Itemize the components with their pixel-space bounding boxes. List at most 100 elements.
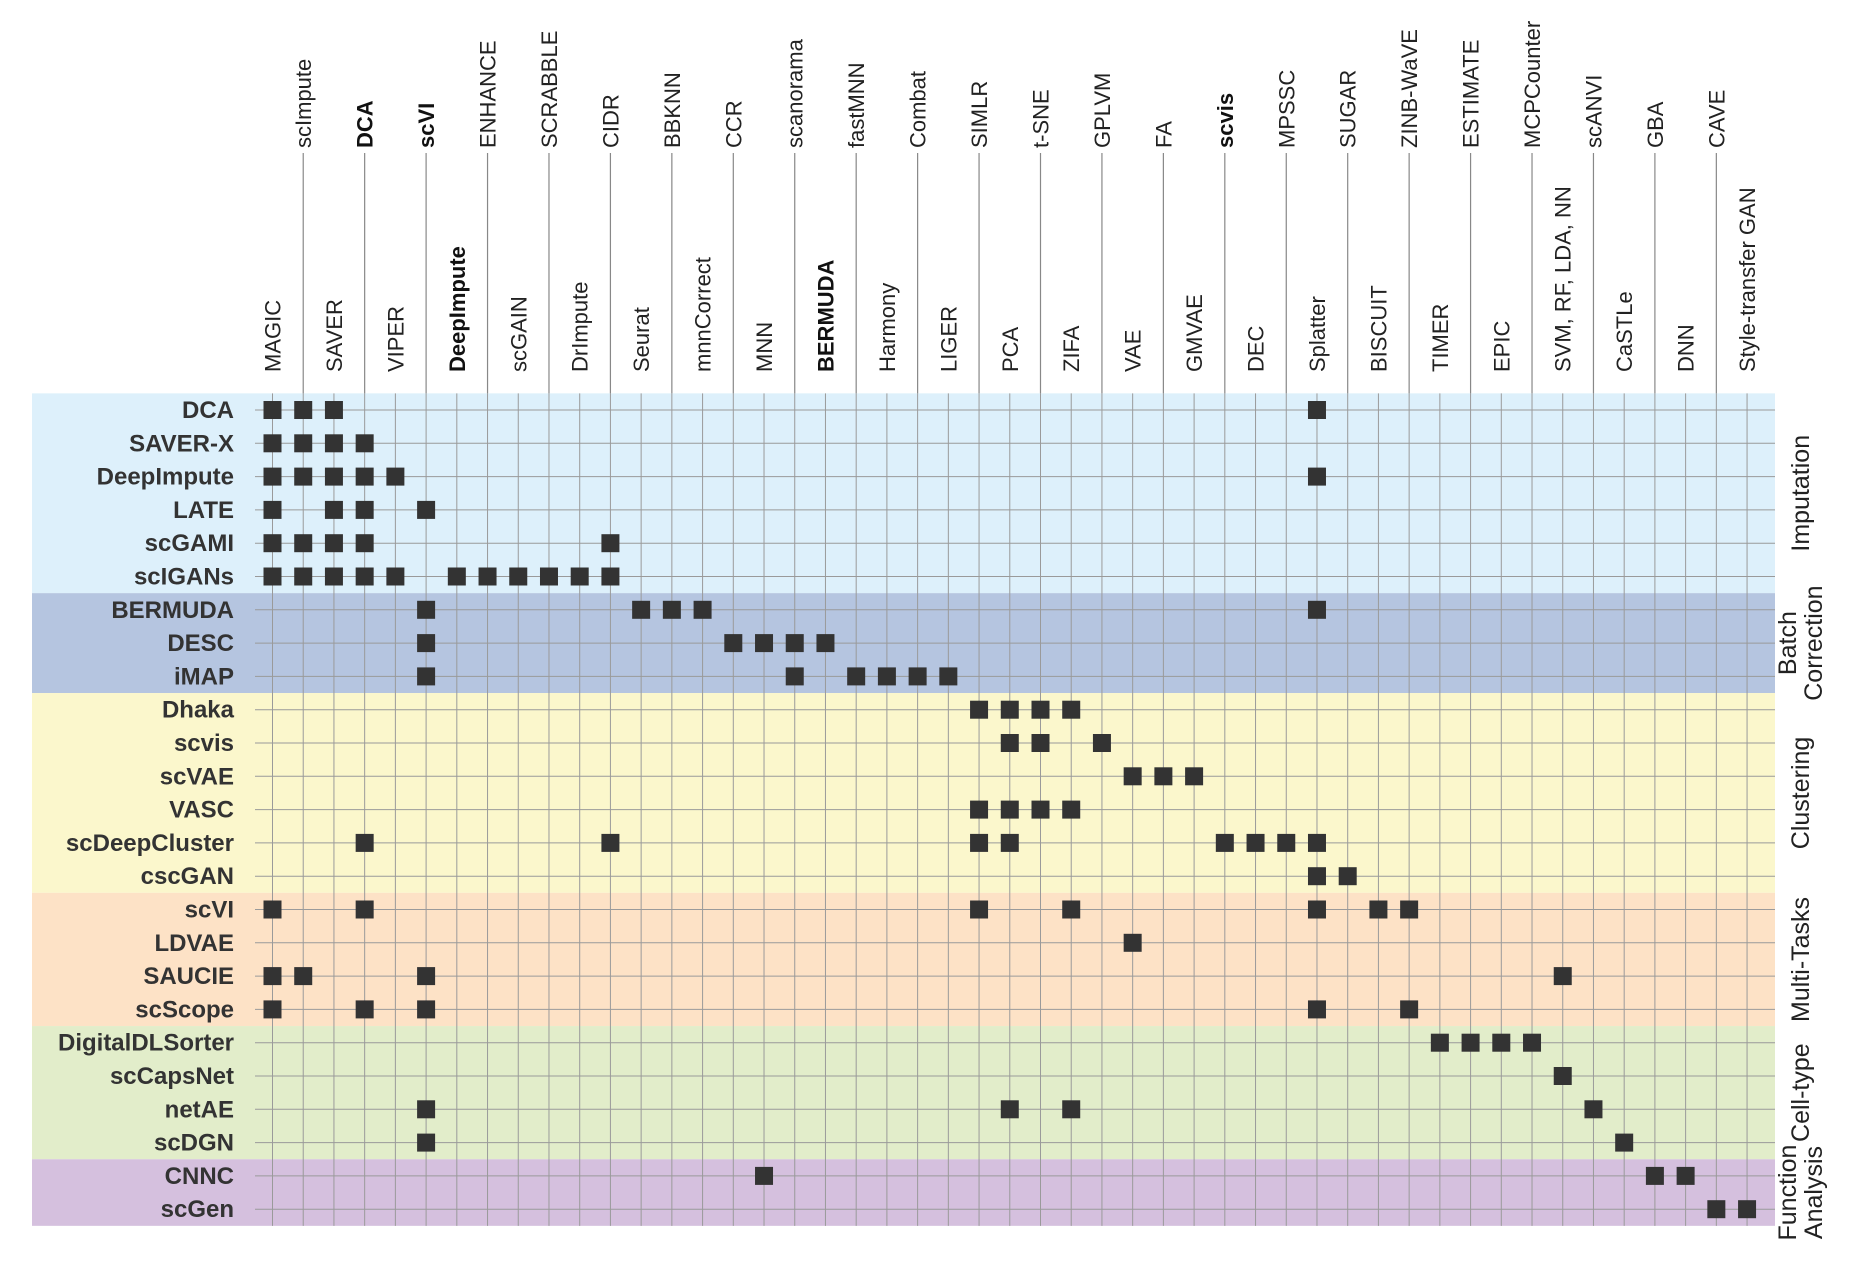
mark-cnnc-gba: [1645, 1166, 1664, 1185]
mark-scvis-pca: [1000, 734, 1019, 752]
data-marks: [263, 401, 1757, 1219]
column-label-seurat: Seurat: [629, 307, 654, 372]
mark-imap-scvi: [417, 667, 436, 686]
column-label-splatter: Splatter: [1305, 296, 1330, 372]
mark-imap-combat: [908, 667, 927, 686]
mark-netae-zifa: [1062, 1100, 1081, 1119]
column-label-castle: CaSTLe: [1612, 291, 1637, 372]
mark-imap-scanorama: [785, 667, 804, 686]
column-label-cidr: CIDR: [598, 94, 623, 148]
mark-desc-scanorama: [785, 634, 804, 653]
column-label-zinb-wave: ZINB-WaVE: [1397, 29, 1422, 148]
band-imputation: [32, 393, 1775, 594]
mark-scdeepcluster-dec: [1246, 833, 1265, 852]
mark-digitaldlsorter-estimate: [1461, 1033, 1480, 1052]
column-label-mnn: MNN: [752, 322, 777, 372]
column-label-bbknn: BBKNN: [660, 72, 685, 148]
mark-scigans-drimpute: [570, 567, 589, 586]
column-label-liger: LIGER: [936, 306, 961, 372]
mark-imap-harmony: [877, 667, 896, 686]
column-label-dec: DEC: [1244, 325, 1269, 372]
mark-cscgan-sugar: [1338, 867, 1357, 886]
mark-saucie-scvi: [417, 967, 436, 986]
mark-scvi-simlr: [970, 900, 989, 919]
row-label-cscgan: cscGAN: [141, 863, 234, 890]
group-labels: Imputation BatchCorrection Clustering Multi…: [1774, 435, 1828, 1241]
mark-scdgn-scvi: [417, 1133, 436, 1152]
mark-scgami-dca: [355, 534, 374, 553]
mark-saver-x-scimpute: [294, 434, 313, 453]
mark-bermuda-bbknn: [662, 600, 681, 619]
column-label-harmony: Harmony: [875, 283, 900, 372]
column-label-epic: EPIC: [1489, 321, 1514, 372]
column-label-magic: MAGIC: [261, 300, 286, 372]
column-label-style-transfer-gan: Style-transfer GAN: [1735, 187, 1760, 372]
top-column-labels: scImpute DCA scVI ENHANCE SCRABBLE CIDR BBKNN C…: [291, 21, 1729, 148]
column-label-scvis: scvis: [1213, 93, 1238, 148]
row-label-dca: DCA: [182, 397, 234, 424]
label-connectors: [302, 153, 1717, 394]
column-label-gmvae: GMVAE: [1182, 294, 1207, 372]
column-label-svm-rf-lda-nn: SVM, RF, LDA, NN: [1551, 186, 1576, 372]
column-label-scanvi: scANVI: [1581, 75, 1606, 148]
column-label-scanorama: scanorama: [783, 38, 808, 148]
mark-scdgn-castle: [1615, 1133, 1634, 1152]
mark-scdeepcluster-mpssc: [1277, 833, 1296, 852]
mark-saucie-magic: [263, 967, 282, 986]
column-label-gba: GBA: [1643, 101, 1668, 148]
group-label-imputation: Imputation: [1787, 435, 1815, 552]
mark-scigans-dca: [355, 567, 374, 586]
row-label-imap: iMAP: [174, 663, 234, 690]
mark-scigans-magic: [263, 567, 282, 586]
mark-scigans-scgain: [509, 567, 528, 586]
column-label-sugar: SUGAR: [1336, 70, 1361, 148]
mark-scdeepcluster-scvis: [1215, 833, 1234, 852]
mark-deepimpute-saver: [324, 467, 343, 486]
mark-cnnc-mnn: [755, 1166, 774, 1185]
column-label-estimate: ESTIMATE: [1459, 40, 1484, 148]
mark-scvi-splatter: [1307, 900, 1326, 919]
mark-ldvae-vae: [1123, 933, 1142, 952]
mark-vasc-pca: [1000, 800, 1019, 819]
mark-scscope-zinb-wave: [1400, 1000, 1419, 1019]
mark-scscope-magic: [263, 1000, 282, 1019]
row-label-scscope: scScope: [135, 996, 234, 1023]
mark-deepimpute-dca: [355, 467, 374, 486]
mark-scgami-magic: [263, 534, 282, 553]
mark-scigans-viper: [386, 567, 405, 586]
column-label-combat: Combat: [906, 71, 931, 148]
mark-dhaka-simlr: [970, 700, 989, 719]
mark-cnnc-dnn: [1676, 1166, 1695, 1185]
column-label-simlr: SIMLR: [967, 81, 992, 148]
mark-saucie-scimpute: [294, 967, 313, 986]
mark-imap-fastmnn: [847, 667, 866, 686]
mark-vasc-zifa: [1062, 800, 1081, 819]
mark-netae-pca: [1000, 1100, 1019, 1119]
mark-deepimpute-scimpute: [294, 467, 313, 486]
mark-scgami-saver: [324, 534, 343, 553]
row-label-cnnc: CNNC: [165, 1163, 234, 1190]
row-label-netae: netAE: [165, 1096, 234, 1123]
group-label-multi-tasks: Multi-Tasks: [1787, 897, 1815, 1022]
mark-late-magic: [263, 500, 282, 519]
group-label-function-analysis: FunctionAnalysis: [1774, 1145, 1828, 1241]
mark-dca-scimpute: [294, 401, 313, 419]
mark-dca-magic: [263, 401, 282, 419]
column-label-mnncorrect: mnnCorrect: [691, 257, 716, 372]
group-label-cell-type: Cell-type: [1787, 1043, 1815, 1142]
mark-scvi-zifa: [1062, 900, 1081, 919]
mark-scvae-vae: [1123, 767, 1142, 786]
mark-digitaldlsorter-epic: [1492, 1033, 1511, 1052]
column-label-fastmnn: fastMNN: [844, 62, 869, 148]
row-label-scigans: scIGANs: [134, 564, 234, 591]
column-label-timer: TIMER: [1428, 304, 1453, 372]
mark-dhaka-pca: [1000, 700, 1019, 719]
mark-saver-x-saver: [324, 434, 343, 453]
mark-scdeepcluster-splatter: [1307, 833, 1326, 852]
column-label-dca: DCA: [353, 100, 378, 148]
mark-scvis-t-sne: [1031, 734, 1050, 752]
mark-late-dca: [355, 500, 374, 519]
row-label-scvis: scvis: [174, 730, 234, 757]
column-label-cave: CAVE: [1704, 90, 1729, 148]
